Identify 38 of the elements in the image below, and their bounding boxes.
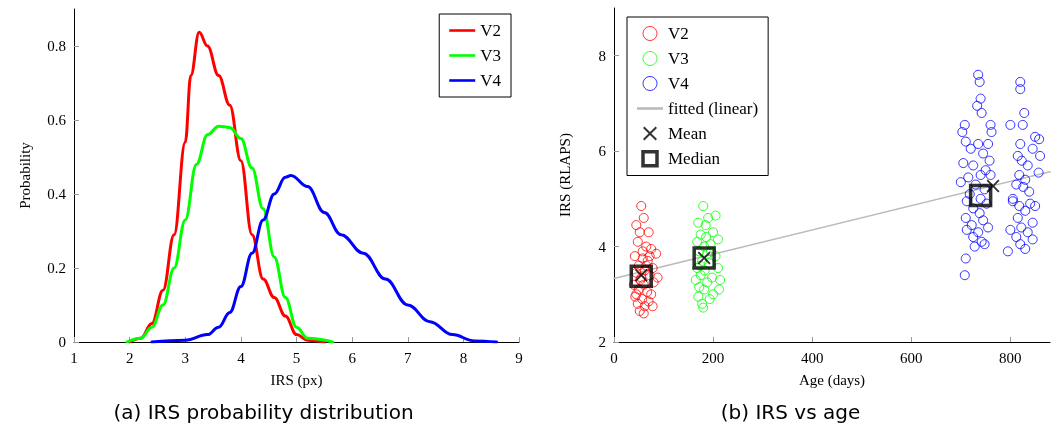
x-tick-label: 7: [404, 349, 412, 366]
text: (b) IRS vs age: [720, 400, 861, 424]
x-tick-label: 9: [515, 349, 523, 366]
y-axis-title: Probability: [16, 141, 33, 209]
legend-label: V3: [668, 49, 689, 68]
y-tick-label: 0.6: [47, 112, 67, 128]
y-tick-label: 6: [598, 143, 607, 160]
x-tick-label: 200: [701, 349, 725, 366]
legend-label: fitted (linear): [668, 99, 759, 118]
y-tick-label: 0.2: [47, 260, 66, 276]
x-axis-title: Age (days): [798, 371, 866, 389]
x-tick-label: 1: [70, 349, 78, 366]
x-tick-label: 0: [610, 349, 618, 366]
x-tick-label: 2: [125, 349, 134, 366]
y-tick-label: 2: [598, 334, 606, 350]
legend-label: V2: [668, 24, 689, 43]
legend-label: V4: [668, 74, 690, 93]
x-axis-title: IRS (px): [270, 371, 323, 389]
y-tick-label: 8: [598, 47, 606, 64]
x-tick-label: 5: [292, 349, 301, 366]
x-tick-label: 600: [900, 349, 923, 366]
x-tick-label: 3: [181, 349, 189, 366]
x-tick-label: 4: [237, 349, 246, 366]
x-tick-label: 6: [348, 349, 357, 366]
legend-label: Mean: [668, 124, 708, 143]
y-axis-title: IRS (RLAPS): [556, 133, 574, 217]
legend-label: V2: [480, 21, 501, 40]
x-tick-label: 400: [800, 349, 824, 366]
text: (a) IRS probability distribution: [113, 400, 414, 424]
y-tick-label: 0.4: [47, 186, 67, 202]
y-tick-label: 0.8: [47, 38, 66, 54]
y-tick-label: 0: [58, 334, 66, 350]
y-tick-label: 4: [598, 238, 607, 255]
x-tick-label: 800: [999, 349, 1022, 366]
legend-label: V3: [480, 46, 501, 65]
legend-label: Median: [668, 149, 721, 169]
x-tick-label: 8: [459, 349, 468, 366]
legend-label: V4: [480, 71, 502, 90]
